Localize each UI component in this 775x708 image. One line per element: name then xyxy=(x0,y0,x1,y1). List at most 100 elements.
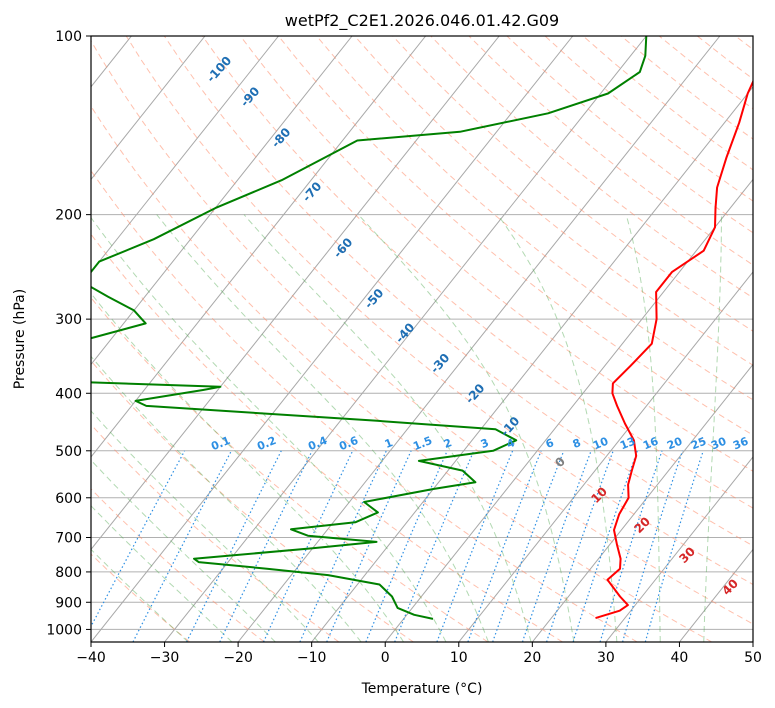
isotherm-line xyxy=(237,36,721,642)
mixing-ratio-line xyxy=(492,450,565,642)
mixing-ratio-line xyxy=(572,450,638,642)
dry-adiabat-label: -90 xyxy=(238,84,263,109)
y-tick-label: 300 xyxy=(55,312,82,328)
mixing-ratio-label: 30 xyxy=(709,435,728,453)
dewpoint-profile-line xyxy=(91,36,648,620)
mixing-ratio-label: 1 xyxy=(383,436,395,451)
dry-adiabat-line xyxy=(163,36,753,547)
dry-adiabat-line xyxy=(201,36,753,509)
mixing-ratio-line xyxy=(365,450,448,642)
dry-adiabat-line xyxy=(582,36,753,171)
dry-adiabat-line xyxy=(91,105,713,642)
moist-adiabat-line xyxy=(91,410,319,642)
x-tick-label: −10 xyxy=(297,650,327,666)
dry-adiabat-label: -100 xyxy=(204,54,234,86)
isotherm-line xyxy=(91,36,500,551)
isotherm-line xyxy=(91,36,279,273)
moist-adiabat-line xyxy=(358,214,575,642)
dry-adiabat-line xyxy=(125,36,753,586)
mixing-ratio-label: 6 xyxy=(544,436,556,451)
moist-adiabat-label: 30 xyxy=(676,544,698,566)
dry-adiabat-label: -80 xyxy=(269,125,294,150)
isotherm-line xyxy=(605,456,753,642)
y-tick-label: 400 xyxy=(55,386,82,402)
isotherm-line xyxy=(384,178,753,642)
mixing-ratio-line xyxy=(599,450,663,642)
y-tick-label: 700 xyxy=(55,531,82,547)
isotherm-line xyxy=(91,36,574,642)
dry-adiabat-line xyxy=(91,360,414,642)
dry-adiabat-label: -10 xyxy=(498,414,523,439)
dry-adiabat-label: -50 xyxy=(362,286,387,311)
mixing-ratio-line xyxy=(521,450,592,642)
moist-adiabat-line xyxy=(91,216,447,642)
x-tick-label: −30 xyxy=(150,650,180,666)
y-tick-label: 800 xyxy=(55,565,82,581)
y-tick-label: 1000 xyxy=(46,622,82,638)
isotherm-line xyxy=(752,641,753,642)
mixing-ratio-label: 20 xyxy=(665,435,684,453)
moist-adiabat-line xyxy=(497,214,618,642)
mixing-ratio-line xyxy=(436,450,514,642)
mixing-ratio-line xyxy=(186,450,282,642)
moist-adiabat-line xyxy=(91,548,189,642)
isotherm-line xyxy=(311,86,753,642)
mixing-ratio-line xyxy=(299,450,387,642)
moist-adiabat-line xyxy=(91,505,233,642)
temperature-profile-line xyxy=(595,79,753,620)
mixing-ratio-line xyxy=(546,450,614,642)
x-tick-label: 10 xyxy=(450,650,468,666)
x-tick-label: 20 xyxy=(523,650,541,666)
mixing-ratio-line xyxy=(467,450,542,642)
moist-adiabat-label: 20 xyxy=(631,514,653,536)
moist-adiabat-line xyxy=(91,459,276,642)
dry-adiabat-line xyxy=(316,36,753,401)
mixing-ratio-label: 4 xyxy=(505,436,517,451)
dry-adiabat-line xyxy=(91,39,753,625)
dry-adiabat-line xyxy=(468,36,753,266)
isotherm-line xyxy=(91,36,206,181)
x-axis-label: Temperature (°C) xyxy=(361,681,483,697)
moist-adiabat-line xyxy=(625,214,661,642)
mixing-ratio-label: 13 xyxy=(618,435,637,453)
moist-adiabat-line xyxy=(703,214,722,642)
dry-adiabat-line xyxy=(506,36,753,234)
y-tick-label: 100 xyxy=(55,29,82,45)
isotherm-line xyxy=(91,36,427,458)
dry-adiabat-line xyxy=(91,423,340,642)
moist-adiabat-line xyxy=(243,214,532,642)
dry-adiabat-line xyxy=(392,36,753,332)
dry-adiabat-label: -20 xyxy=(463,381,488,406)
x-tick-label: 0 xyxy=(381,650,390,666)
mixing-ratio-line xyxy=(219,450,313,642)
isotherm-line xyxy=(164,36,647,642)
dry-adiabat-line xyxy=(91,553,191,642)
mixing-ratio-line xyxy=(622,450,684,642)
moist-adiabat-line xyxy=(156,214,489,642)
x-tick-label: 50 xyxy=(744,650,762,666)
dry-adiabat-label: -30 xyxy=(428,351,453,376)
x-tick-label: −20 xyxy=(223,650,253,666)
dry-adiabat-line xyxy=(91,296,489,642)
dry-adiabat-line xyxy=(91,169,638,642)
isotherm-line xyxy=(458,271,753,642)
mixing-ratio-label: 10 xyxy=(591,435,610,453)
x-tick-label: 30 xyxy=(597,650,615,666)
y-tick-label: 900 xyxy=(55,595,82,611)
mixing-ratio-line xyxy=(644,450,704,642)
mixing-ratio-label: 8 xyxy=(571,436,583,451)
mixing-ratio-label: 25 xyxy=(689,435,708,453)
moist-adiabat-label: 40 xyxy=(719,576,741,598)
y-axis-label: Pressure (hPa) xyxy=(12,289,28,389)
dry-adiabat-line xyxy=(658,36,753,110)
isotherm-line xyxy=(531,363,753,642)
mixing-ratio-label: 36 xyxy=(731,435,750,453)
moist-adiabat-line xyxy=(91,292,405,642)
isotherm-line xyxy=(91,36,353,366)
dry-adiabat-label: -70 xyxy=(300,179,325,204)
isotherm-line xyxy=(0,36,58,642)
x-tick-label: −40 xyxy=(76,650,106,666)
mixing-ratio-label: 3 xyxy=(479,436,491,451)
mixing-ratio-line xyxy=(91,450,186,628)
